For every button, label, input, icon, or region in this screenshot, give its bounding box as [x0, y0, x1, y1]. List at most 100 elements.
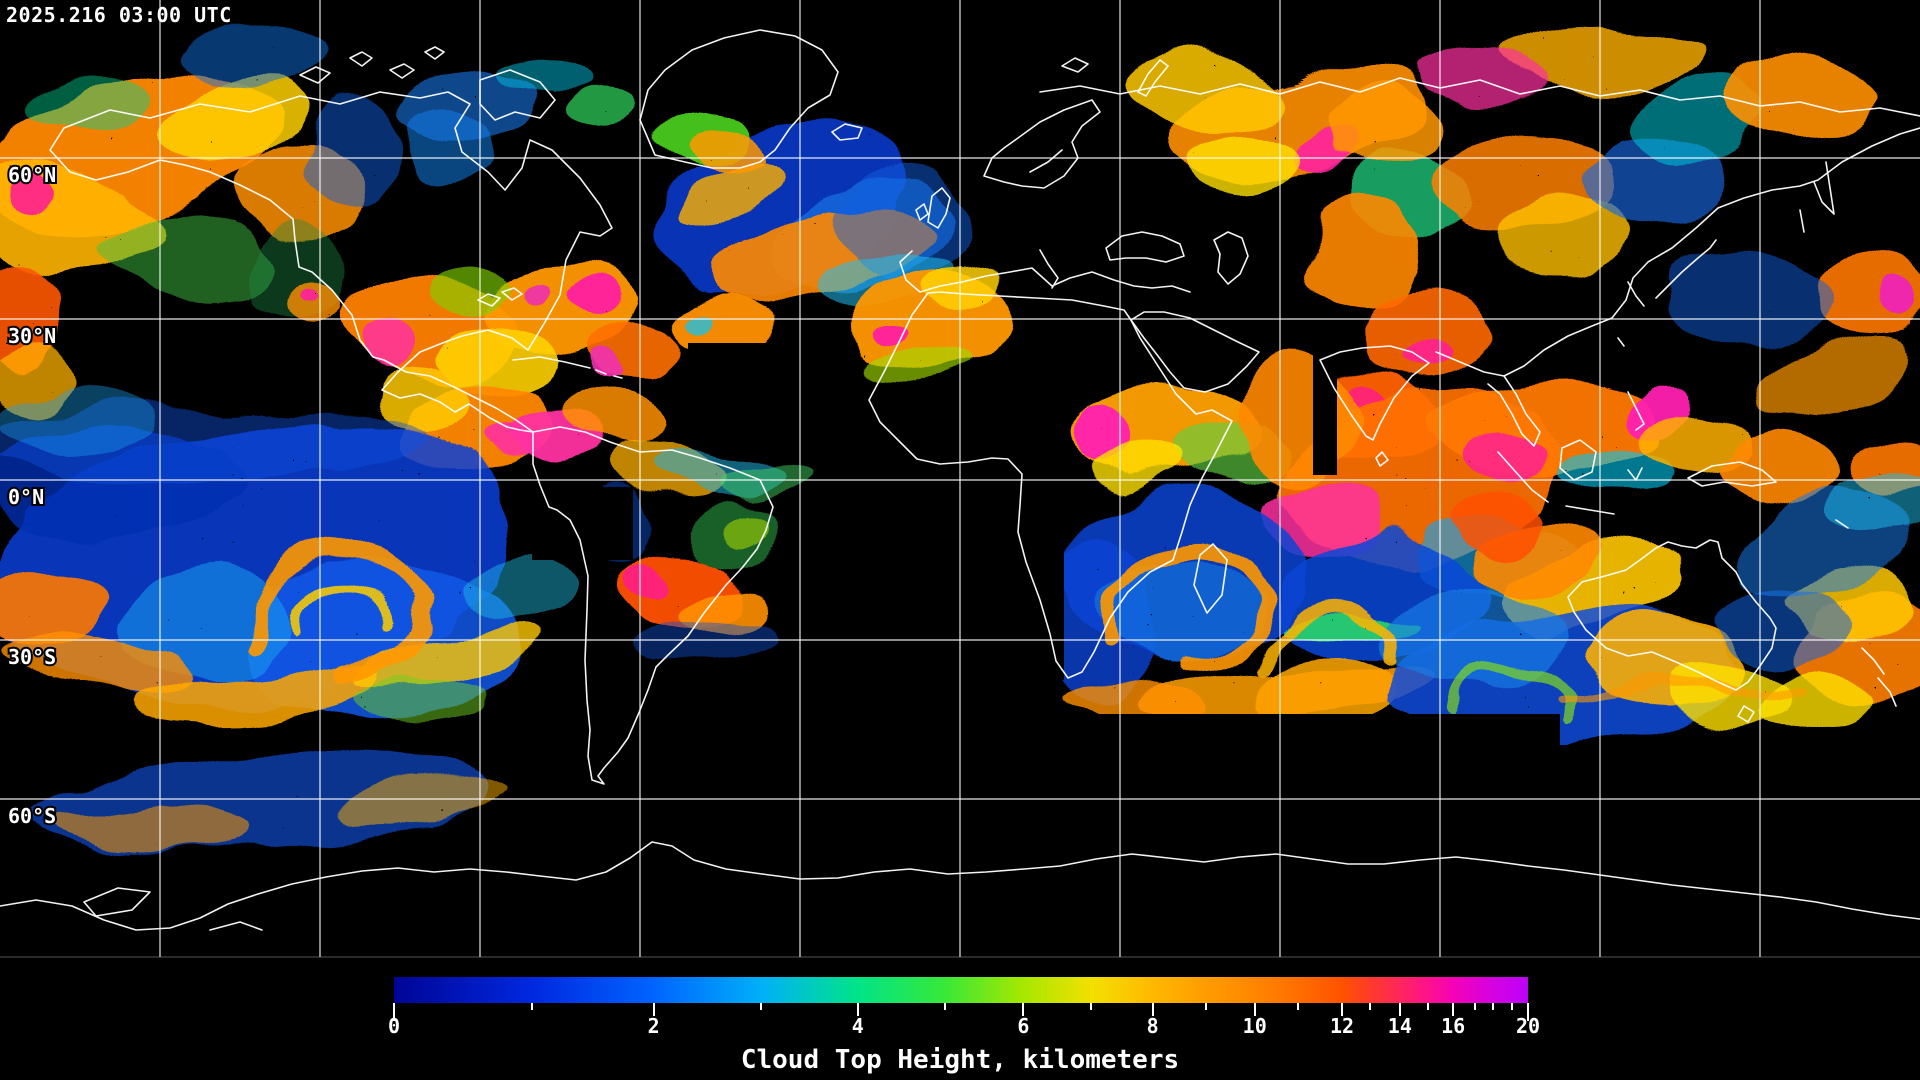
colorbar-tick-label: 0 — [387, 1014, 401, 1038]
colorbar-tick-label: 20 — [1515, 1014, 1541, 1038]
coast-siberia — [1039, 77, 1920, 117]
colorbar-tick — [1296, 1003, 1299, 1010]
colorbar-tick — [944, 1003, 947, 1010]
graticule-layer — [0, 0, 1920, 958]
colorbar-tick — [856, 1003, 859, 1016]
data-gap — [1040, 714, 1560, 960]
latitude-label: 30°S — [8, 645, 56, 669]
cloud-blob — [430, 266, 510, 314]
cloud-blob — [724, 502, 772, 538]
cloud-blob — [525, 286, 555, 310]
coast-black-sea — [1105, 231, 1185, 263]
coast-indochina — [1487, 375, 1541, 447]
cloud-blob — [282, 278, 342, 326]
coast-south-america — [532, 426, 774, 785]
cloud-blob — [330, 779, 510, 821]
colorbar-tick-label: 10 — [1242, 1014, 1267, 1038]
cloud-blob — [1825, 470, 1920, 530]
cloud-streak — [1101, 548, 1267, 670]
cloud-streak — [1443, 662, 1573, 725]
colorbar-tick — [1511, 1003, 1514, 1010]
cloud-blob — [361, 317, 409, 373]
cloud-blob — [1462, 430, 1542, 480]
cloud-blob — [1505, 34, 1705, 90]
cloud-blob — [1763, 344, 1901, 420]
cloud-blob — [1130, 57, 1294, 127]
cloud-blob — [400, 74, 540, 142]
coast-korea-japan — [1627, 161, 1835, 307]
cloud-blob — [137, 663, 387, 721]
coast-caspian-sea — [1213, 231, 1249, 285]
cloud-blob — [1100, 564, 1260, 660]
cloud-blob — [1760, 670, 1884, 734]
cloud-blob — [302, 95, 398, 205]
colorbar-tick — [393, 1003, 395, 1021]
cloud-blob — [361, 633, 543, 691]
latitude-label: 60°S — [8, 804, 56, 828]
cloud-blob — [167, 75, 303, 165]
cloud-blob — [1050, 680, 1210, 720]
cloud-blob — [598, 348, 634, 376]
data-gap — [0, 862, 1040, 960]
coast-australia — [1567, 539, 1777, 723]
cloud-blob — [1720, 435, 1830, 505]
cloud-blob — [1720, 582, 1844, 662]
coast-great-lakes — [477, 287, 523, 307]
coast-svalbard — [1061, 57, 1169, 97]
latitude-labels-layer: 60°N 30°N 0°N 30°S 60°S — [6, 161, 58, 830]
colorbar-tick — [531, 1003, 534, 1010]
coast-antarctica — [0, 841, 1920, 931]
colorbar-tick — [1398, 1003, 1401, 1016]
latitude-label: 30°N — [8, 324, 56, 348]
coast-north-america — [49, 91, 613, 433]
cloud-blob — [1670, 252, 1834, 352]
coast-east-asia — [1435, 127, 1920, 377]
coastline-layer — [0, 29, 1920, 931]
cloud-blob — [1065, 405, 1119, 459]
cloud-blob — [680, 159, 780, 231]
cloud-blob — [1240, 360, 1360, 480]
colorbar-tick-label: 14 — [1387, 1014, 1412, 1038]
cloud-blob — [1460, 490, 1550, 550]
data-gap — [1313, 345, 1337, 475]
cloud-blob — [566, 392, 658, 452]
data-gap — [1560, 745, 1920, 960]
cloud-streak — [285, 580, 396, 635]
cloud-blob — [1427, 58, 1537, 106]
cloud-blob — [571, 283, 615, 317]
cloud-blob — [481, 428, 531, 464]
colorbar-tick — [1527, 1003, 1529, 1021]
colorbar-tick — [1151, 1003, 1154, 1016]
colorbar-tick — [1204, 1003, 1207, 1010]
cloud-blob — [495, 57, 595, 93]
cloud-blob — [878, 316, 914, 344]
cloud-blob — [628, 567, 672, 603]
cloud-blob — [0, 392, 160, 448]
colorbar-tick — [652, 1003, 655, 1016]
cloud-blob — [180, 35, 340, 85]
colorbar-tick — [1341, 1003, 1344, 1016]
colorbar-tick — [1022, 1003, 1025, 1016]
colorbar-tick — [1090, 1003, 1093, 1010]
cloud-blob — [870, 352, 974, 392]
cloud-blob — [1500, 202, 1624, 282]
colorbar-tick — [760, 1003, 763, 1010]
coast-indonesia — [1497, 439, 1777, 515]
cloud-blob — [693, 309, 719, 327]
colorbar-tick — [1452, 1003, 1455, 1016]
cloud-streak — [240, 543, 433, 681]
colorbar: 0 2 4 6 8 10 12 14 16 20 — [388, 977, 1540, 1038]
coast-india — [1319, 345, 1430, 467]
cloud-blob — [0, 558, 105, 642]
coast-scandinavia — [983, 99, 1101, 189]
cloud-blob — [100, 214, 270, 296]
cloud-blob — [580, 82, 644, 122]
cloud-blob — [1560, 448, 1684, 492]
coast-africa — [868, 291, 1233, 679]
coast-madagascar — [1193, 543, 1228, 614]
latitude-label: 0°N — [8, 485, 44, 509]
cloud-blob — [0, 260, 70, 380]
cloud-streak — [1555, 680, 1805, 705]
cloud-blob — [1310, 192, 1414, 312]
